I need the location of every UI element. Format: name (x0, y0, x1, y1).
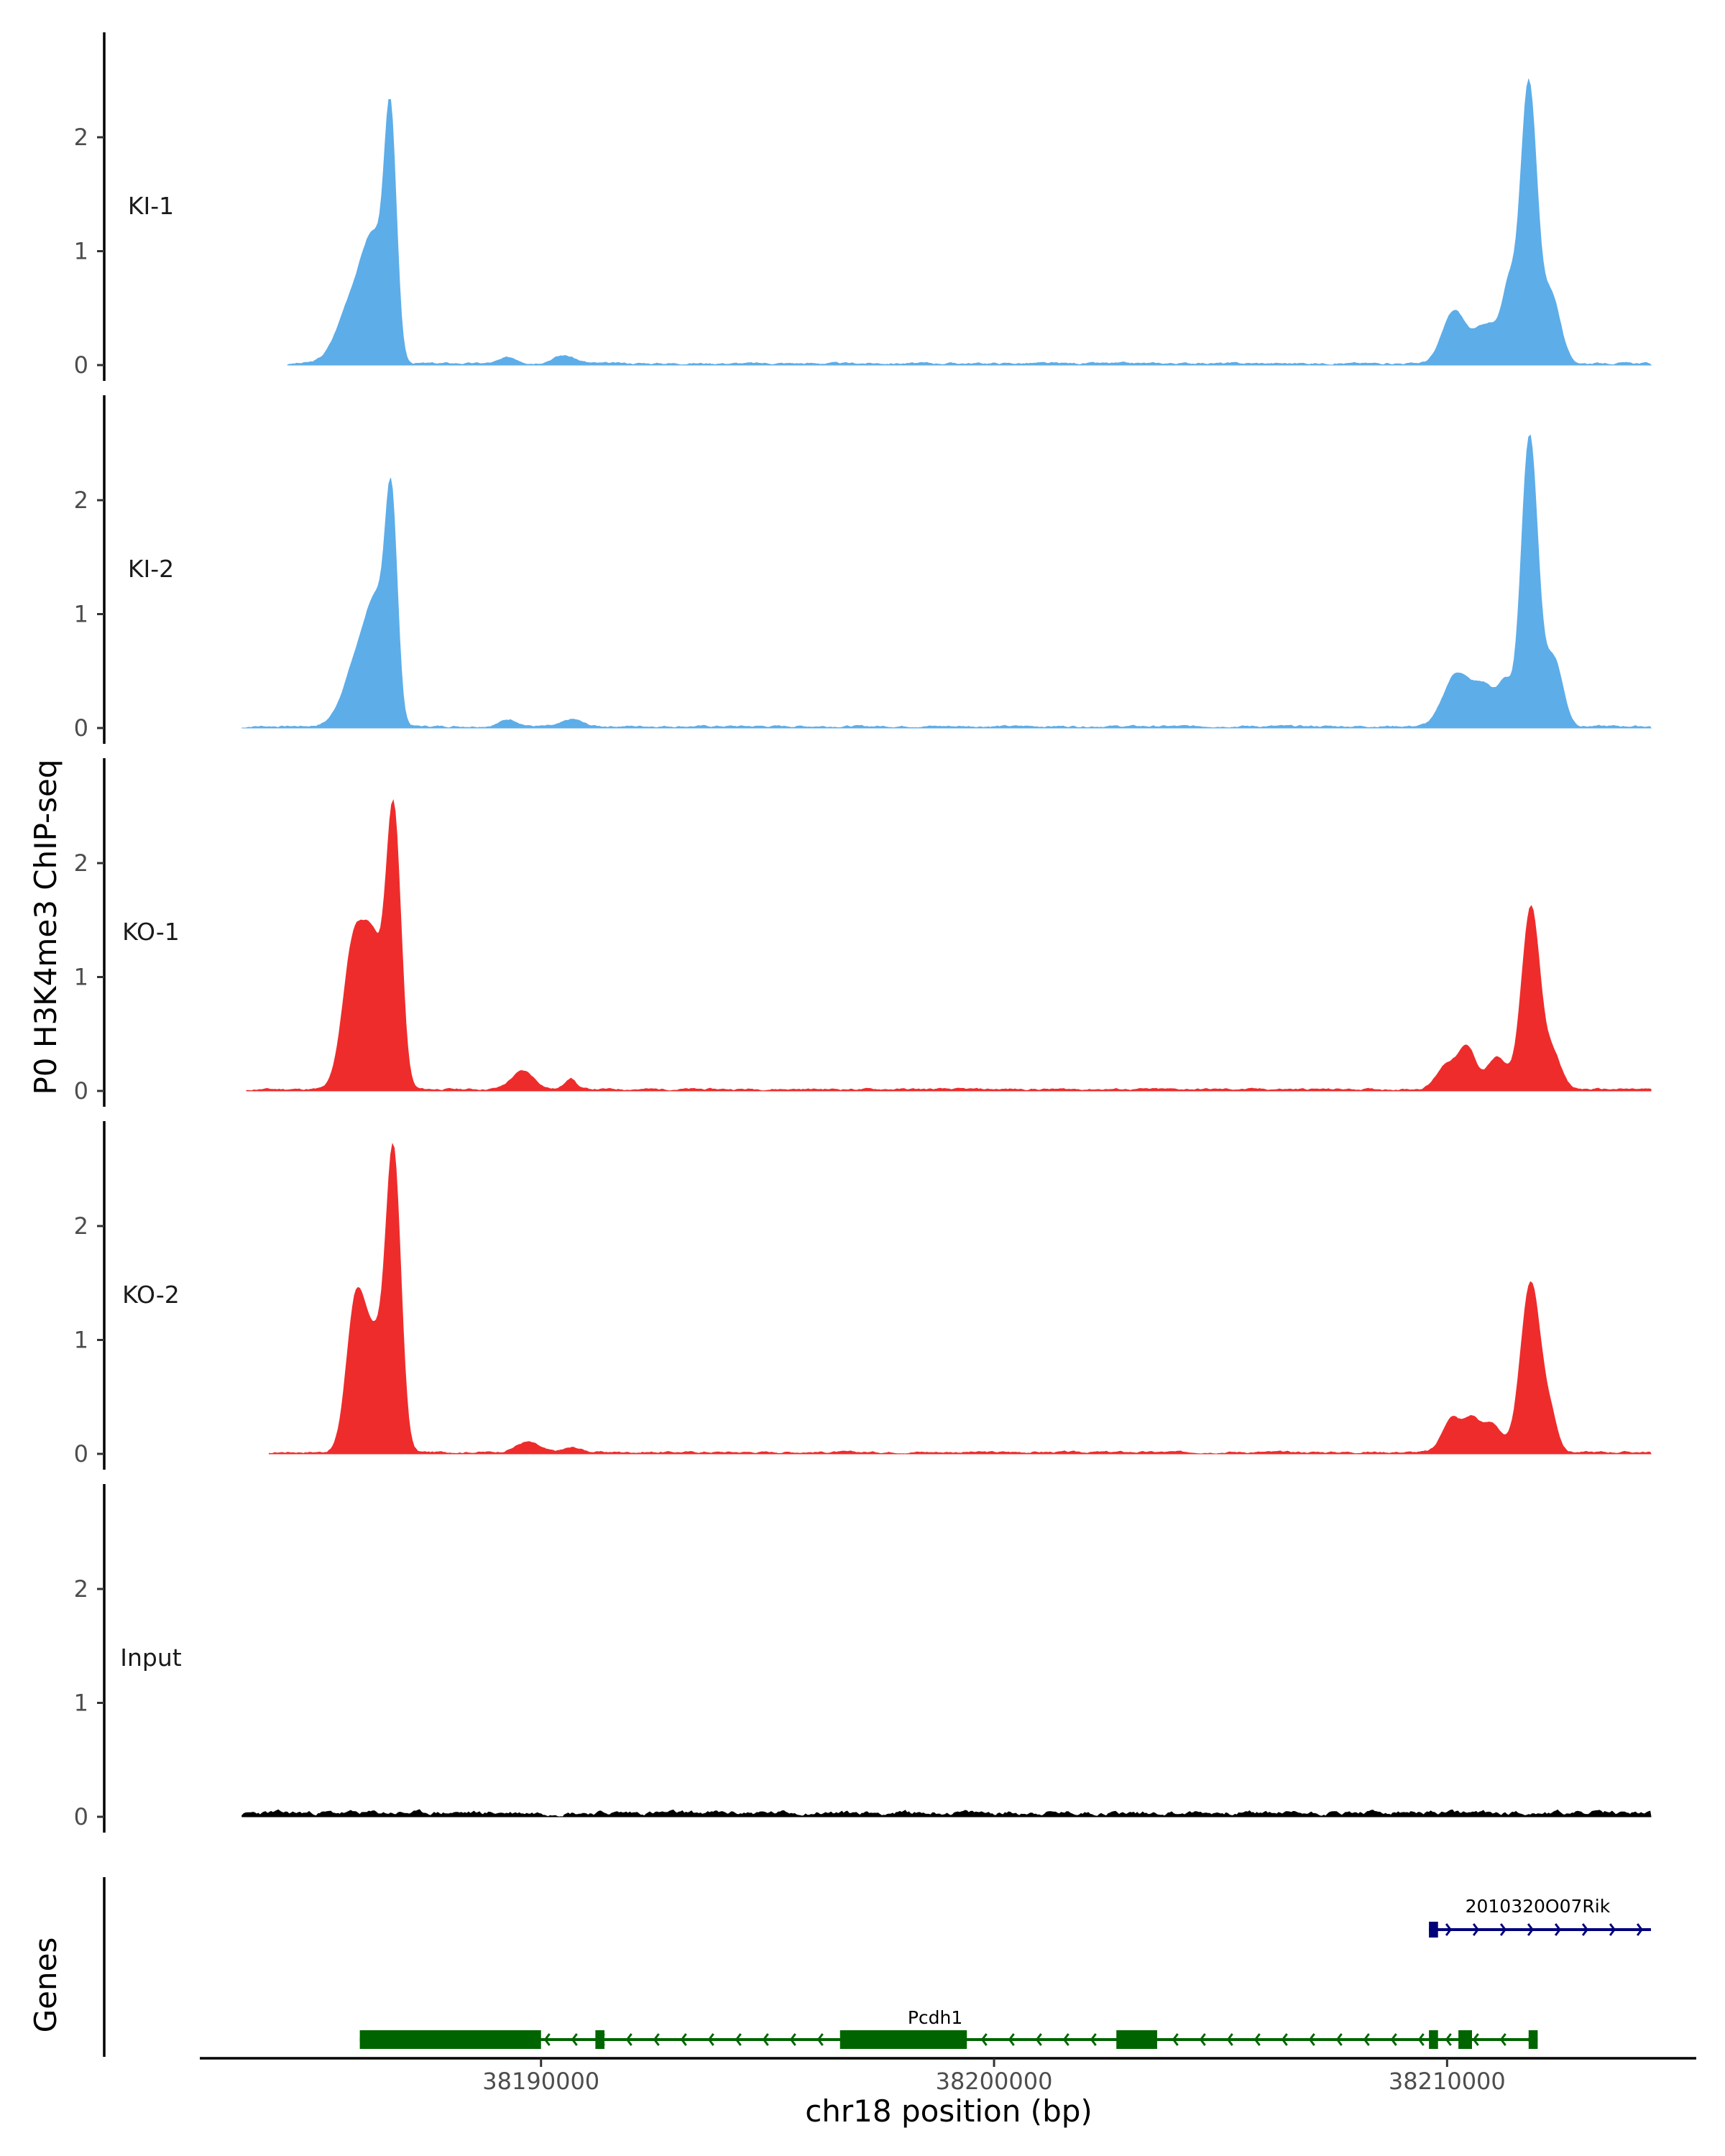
track-label: Input (120, 1644, 182, 1672)
strand-arrow (1254, 2033, 1261, 2046)
strand-arrow (1199, 2033, 1206, 2046)
strand-arrow (1390, 2033, 1397, 2046)
strand-arrow (1499, 2033, 1506, 2046)
strand-arrow (653, 2033, 660, 2046)
strand-arrow (980, 2033, 988, 2046)
strand-arrow (680, 2033, 687, 2046)
y-tick-label: 0 (74, 1440, 88, 1468)
exon (1458, 2030, 1472, 2049)
exon (359, 2030, 541, 2049)
exon (1528, 2030, 1538, 2049)
x-axis: 38190000 38200000 38210000 (200, 2057, 1696, 2095)
track-ko-2: 0 1 2 KO-2 (74, 1121, 1652, 1470)
y-tick-label: 1 (74, 1690, 88, 1717)
y-tick-label: 0 (74, 1077, 88, 1105)
strand-arrow (1445, 1923, 1452, 1936)
exon (1429, 2030, 1438, 2049)
x-tick-label: 38210000 (1389, 2068, 1506, 2095)
coverage-area-input (242, 1809, 1652, 1818)
x-tick-label: 38190000 (482, 2068, 599, 2095)
gene-pcdh1: Pcdh1 (359, 2007, 1538, 2049)
strand-arrow (1035, 2033, 1042, 2046)
y-tick-label: 0 (74, 714, 88, 742)
track-label: KO-1 (122, 918, 180, 946)
y-tick-label: 2 (74, 124, 88, 151)
y-tick-label: 2 (74, 487, 88, 514)
coverage-tracks: 0 1 2 KI-1 0 1 2 KI-2 0 1 2 KO-1 0 1 2 KO-2 0 1 2 Input (74, 32, 1652, 1833)
gene-2010320o07rik: 2010320O07Rik (1429, 1896, 1651, 1938)
strand-arrow (1527, 1923, 1534, 1936)
strand-arrow (543, 2033, 551, 2046)
y-tick-label: 0 (74, 1803, 88, 1830)
gene-name-label: 2010320O07Rik (1466, 1896, 1611, 1917)
strand-arrow (1308, 2033, 1315, 2046)
y-tick-label: 2 (74, 849, 88, 877)
strand-arrow (1499, 1923, 1506, 1936)
genes-axis-title: Genes (28, 1938, 63, 2033)
y-tick-label: 1 (74, 601, 88, 628)
track-label: KO-2 (122, 1281, 180, 1309)
strand-arrow (1281, 2033, 1288, 2046)
x-tick-label: 38200000 (936, 2068, 1053, 2095)
strand-arrow (1226, 2033, 1233, 2046)
strand-arrow (1008, 2033, 1015, 2046)
y-tick-label: 1 (74, 964, 88, 991)
y-tick-label: 1 (74, 238, 88, 265)
track-label: KI-1 (128, 192, 174, 220)
strand-arrow (789, 2033, 796, 2046)
exon (1429, 1922, 1438, 1938)
track-ki-1: 0 1 2 KI-1 (74, 32, 1652, 381)
coverage-area-ko-1 (246, 798, 1652, 1092)
y-tick-label: 1 (74, 1327, 88, 1354)
strand-arrow (1472, 2033, 1479, 2046)
coverage-area-ko-2 (269, 1143, 1652, 1455)
gene-name-label: Pcdh1 (908, 2007, 962, 2028)
track-ki-2: 0 1 2 KI-2 (74, 395, 1652, 744)
strand-arrow (816, 2033, 824, 2046)
y-tick-label: 0 (74, 351, 88, 379)
exon (595, 2030, 604, 2049)
exon (1116, 2030, 1157, 2049)
strand-arrow (1363, 2033, 1370, 2046)
strand-arrow (1172, 2033, 1179, 2046)
x-axis-title: chr18 position (bp) (805, 2093, 1092, 2129)
strand-arrow (1335, 2033, 1343, 2046)
strand-arrow (707, 2033, 714, 2046)
strand-arrow (1609, 1923, 1616, 1936)
strand-arrow (1445, 2033, 1452, 2046)
track-label: KI-2 (128, 555, 174, 583)
y-tick-label: 2 (74, 1212, 88, 1240)
y-axis-title: P0 H3K4me3 ChIP-seq (28, 759, 63, 1095)
strand-arrow (1636, 1923, 1643, 1936)
strand-arrow (762, 2033, 769, 2046)
strand-arrow (625, 2033, 632, 2046)
strand-arrow (1062, 2033, 1070, 2046)
strand-arrow (1472, 1923, 1479, 1936)
y-tick-label: 2 (74, 1575, 88, 1603)
exon (840, 2030, 967, 2049)
strand-arrow (1554, 1923, 1561, 1936)
strand-arrow (1090, 2033, 1097, 2046)
coverage-area-ki-1 (287, 78, 1652, 366)
coverage-area-ki-2 (242, 434, 1652, 729)
track-input: 0 1 2 Input (74, 1484, 1652, 1833)
strand-arrow (1581, 1923, 1588, 1936)
strand-arrow (735, 2033, 742, 2046)
gene-annotation-panel: Pcdh1 2010320O07Rik (103, 1877, 1651, 2057)
strand-arrow (1417, 2033, 1425, 2046)
track-ko-1: 0 1 2 KO-1 (74, 758, 1652, 1107)
strand-arrow (571, 2033, 578, 2046)
